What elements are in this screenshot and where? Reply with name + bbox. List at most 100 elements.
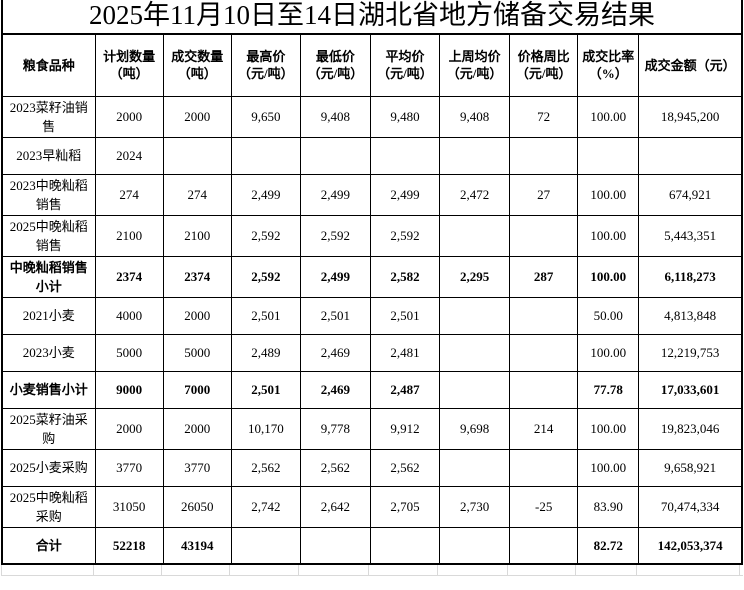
value-cell: 2,501 (369, 296, 441, 335)
value-cell: 2,705 (369, 485, 441, 528)
value-cell: 2,499 (299, 173, 371, 216)
value-cell: 5000 (94, 333, 164, 372)
value-cell: 2,499 (369, 173, 441, 216)
value-cell (439, 370, 511, 409)
value-cell (439, 136, 511, 175)
gridline-cell (230, 565, 299, 575)
value-cell (577, 136, 640, 175)
value-cell: 12,219,753 (638, 333, 743, 372)
value-cell: 2,469 (299, 370, 371, 409)
value-cell: 9,650 (230, 95, 301, 138)
value-cell: 19,823,046 (638, 407, 743, 450)
value-cell: 2,592 (299, 214, 371, 257)
value-cell (509, 370, 579, 409)
value-cell: 142,053,374 (638, 526, 743, 565)
header-row: 粮食品种 计划数量 （吨） 成交数量 （吨） 最高价 （元/吨） 最低价 （元/吨） 平均… (1, 33, 743, 97)
value-cell: 9,658,921 (638, 448, 743, 487)
column-header: 成交金额（元） (638, 33, 743, 97)
gridline-cell (94, 565, 162, 575)
value-cell: 2,730 (439, 485, 511, 528)
gridline-cell (1, 565, 94, 575)
value-cell: 77.78 (577, 370, 640, 409)
value-cell: 5000 (162, 333, 232, 372)
value-cell: 9000 (94, 370, 164, 409)
value-cell: 3770 (94, 448, 164, 487)
row-label: 2021小麦 (1, 296, 96, 335)
table-row: 中晚籼稻销售小计 2374 2374 2,592 2,499 2,582 2,295 287 1… (1, 255, 743, 298)
value-cell: 2,501 (230, 370, 301, 409)
value-cell: 52218 (94, 526, 164, 565)
column-header: 成交比率 （%） (577, 33, 640, 97)
value-cell (509, 296, 579, 335)
value-cell (299, 526, 371, 565)
value-cell: 4,813,848 (638, 296, 743, 335)
value-cell: 2,501 (299, 296, 371, 335)
value-cell (369, 136, 441, 175)
value-cell: 2,562 (299, 448, 371, 487)
value-cell: 6,118,273 (638, 255, 743, 298)
value-cell (439, 296, 511, 335)
row-label: 合计 (1, 526, 96, 565)
value-cell: 2,582 (369, 255, 441, 298)
table-row: 合计 52218 43194 82.72 142,053,374 (1, 526, 743, 565)
value-cell: 31050 (94, 485, 164, 528)
value-cell: 2,592 (230, 255, 301, 298)
column-header: 粮食品种 (1, 33, 96, 97)
table-row: 2025小麦采购 3770 3770 2,562 2,562 2,562 100.00 9,6… (1, 448, 743, 487)
column-header: 最高价 （元/吨） (230, 33, 301, 97)
value-cell: 2,469 (299, 333, 371, 372)
value-cell: 9,408 (439, 95, 511, 138)
gridline-cell (162, 565, 230, 575)
column-header: 最低价 （元/吨） (299, 33, 371, 97)
table-row: 2023菜籽油销售 2000 2000 9,650 9,408 9,480 9,408 72 1… (1, 95, 743, 138)
value-cell: 2,742 (230, 485, 301, 528)
value-cell: 5,443,351 (638, 214, 743, 257)
value-cell: 274 (94, 173, 164, 216)
value-cell: 2,487 (369, 370, 441, 409)
value-cell: 100.00 (577, 214, 640, 257)
value-cell: 2100 (94, 214, 164, 257)
table-row: 2023小麦 5000 5000 2,489 2,469 2,481 100.00 12,21… (1, 333, 743, 372)
value-cell: 50.00 (577, 296, 640, 335)
value-cell: 2374 (94, 255, 164, 298)
value-cell: 2374 (162, 255, 232, 298)
value-cell (439, 214, 511, 257)
value-cell: 83.90 (577, 485, 640, 528)
value-cell: 26050 (162, 485, 232, 528)
row-label: 2023中晚籼稻销售 (1, 173, 96, 216)
table-row: 2021小麦 4000 2000 2,501 2,501 2,501 50.00 4,813,… (1, 296, 743, 335)
table-row: 2025中晚籼稻采购 31050 26050 2,742 2,642 2,705 2,730… (1, 485, 743, 528)
value-cell: 2,499 (230, 173, 301, 216)
value-cell: 2,562 (230, 448, 301, 487)
value-cell (299, 136, 371, 175)
value-cell: 2,501 (230, 296, 301, 335)
value-cell: 274 (162, 173, 232, 216)
value-cell (439, 448, 511, 487)
value-cell: 4000 (94, 296, 164, 335)
row-label: 2023菜籽油销售 (1, 95, 96, 138)
value-cell: 100.00 (577, 333, 640, 372)
column-header: 价格周比 （元/吨） (509, 33, 579, 97)
value-cell: 9,480 (369, 95, 441, 138)
value-cell: 9,912 (369, 407, 441, 450)
value-cell: 2000 (162, 407, 232, 450)
value-cell: 100.00 (577, 448, 640, 487)
value-cell: 100.00 (577, 173, 640, 216)
row-label: 2025菜籽油采购 (1, 407, 96, 450)
value-cell: 2,499 (299, 255, 371, 298)
value-cell (162, 136, 232, 175)
value-cell: 9,778 (299, 407, 371, 450)
column-header: 计划数量 （吨） (94, 33, 164, 97)
value-cell: 17,033,601 (638, 370, 743, 409)
row-label: 小麦销售小计 (1, 370, 96, 409)
value-cell (439, 526, 511, 565)
value-cell: 2,642 (299, 485, 371, 528)
value-cell: 9,698 (439, 407, 511, 450)
trade-results-table: 粮食品种 计划数量 （吨） 成交数量 （吨） 最高价 （元/吨） 最低价 （元/吨） 平均… (1, 33, 743, 565)
value-cell: 70,474,334 (638, 485, 743, 528)
gridline-cell (576, 565, 637, 575)
value-cell: 2,472 (439, 173, 511, 216)
value-cell: 2,592 (230, 214, 301, 257)
value-cell: 2,489 (230, 333, 301, 372)
value-cell: 2,562 (369, 448, 441, 487)
